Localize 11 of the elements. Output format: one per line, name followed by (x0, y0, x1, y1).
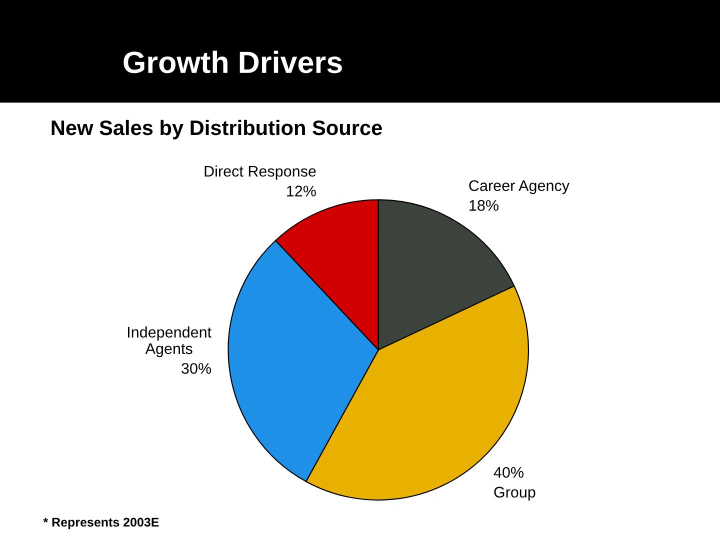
data-label: 30% (182, 363, 212, 374)
data-label: 12% (287, 186, 316, 196)
chart-subtitle: New Sales by Distribution Source (52, 120, 382, 140)
slice-label: Direct Response (204, 165, 316, 180)
slice-label: Independent Agents (128, 326, 212, 358)
data-label: 18% (470, 200, 498, 211)
chart-title: Growth Drivers (124, 50, 342, 74)
text: * Represents 2003E (43, 518, 159, 530)
slice-label: Group (494, 486, 536, 501)
data-label: 40% (494, 466, 524, 478)
slice-label: Career Agency (469, 180, 570, 194)
